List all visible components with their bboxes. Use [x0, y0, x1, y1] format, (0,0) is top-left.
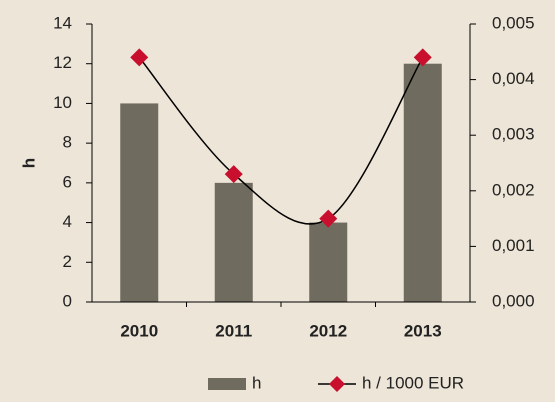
y-tick-label: 14 [53, 13, 72, 32]
legend-label: h [252, 373, 261, 392]
marker [130, 48, 149, 67]
marker [413, 48, 432, 67]
x-tick-label: 2011 [215, 321, 252, 340]
legend-marker [329, 376, 345, 392]
y-tick-label: 2 [63, 252, 72, 271]
line [138, 56, 424, 225]
y-tick-label: 8 [63, 133, 72, 152]
x-tick-label: 2012 [309, 321, 347, 340]
y-tick-label: 6 [63, 172, 72, 191]
y2-tick-label: 0,002 [492, 180, 535, 199]
y2-tick-label: 0,000 [492, 291, 535, 310]
bar [214, 182, 253, 302]
y-tick-label: 10 [53, 93, 72, 112]
y-tick-label: 4 [63, 212, 72, 231]
y2-tick-label: 0,005 [492, 13, 535, 32]
y-axis-label: h [19, 158, 38, 168]
legend-label: h / 1000 EUR [362, 373, 464, 392]
y-tick-label: 0 [63, 291, 72, 310]
bar [309, 222, 348, 302]
legend-swatch [208, 378, 246, 390]
marker [224, 165, 243, 184]
bar [120, 103, 159, 302]
bar [403, 63, 442, 302]
x-tick-label: 2010 [120, 321, 158, 340]
marker [319, 209, 338, 228]
y2-tick-label: 0,004 [492, 69, 535, 88]
y2-tick-label: 0,003 [492, 125, 535, 144]
x-tick-label: 2013 [404, 321, 442, 340]
y-tick-label: 12 [53, 53, 72, 72]
y2-tick-label: 0,001 [492, 236, 535, 255]
